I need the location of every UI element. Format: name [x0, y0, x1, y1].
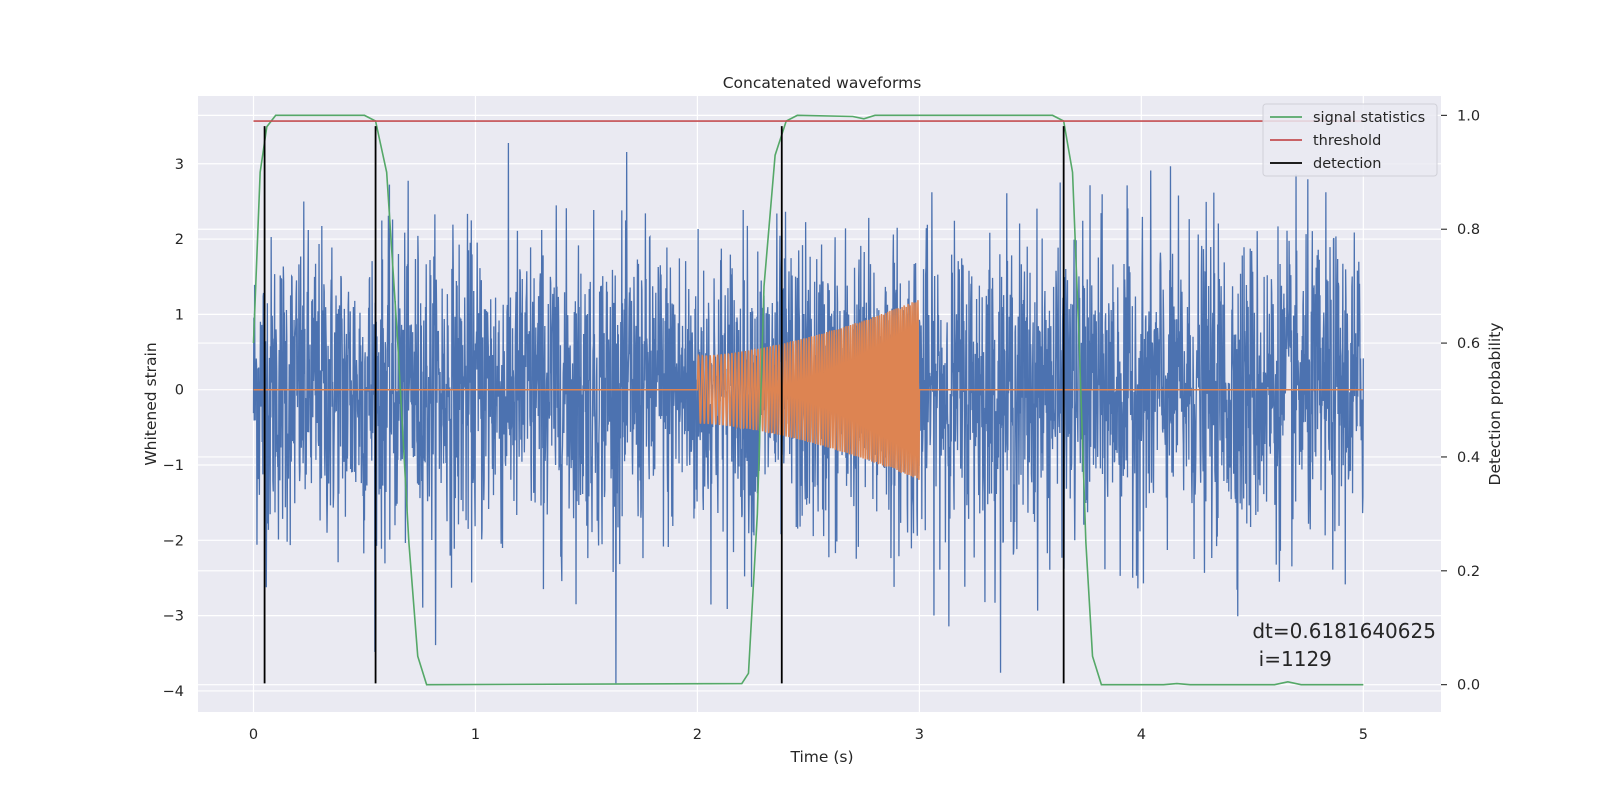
- detection-lines: [263, 126, 1065, 684]
- x-tick-label: 3: [915, 727, 924, 743]
- legend-label-signal-statistics: signal statistics: [1313, 110, 1425, 126]
- y-tick-label: −1: [163, 458, 184, 474]
- annotation: dt=0.6181640625 i=1129: [1252, 619, 1436, 671]
- y-axis-label: Whitened strain: [142, 342, 160, 465]
- y-tick-label: 2: [175, 232, 184, 248]
- y-tick-label: −4: [163, 684, 184, 700]
- x-axis-ticks: 0 1 2 3 4 5: [249, 727, 1368, 743]
- y-tick-label: 0: [175, 383, 184, 399]
- y2-tick-label: 1.0: [1457, 108, 1480, 124]
- chart-title: Concatenated waveforms: [723, 74, 922, 92]
- y2-tick-label: 0.0: [1457, 678, 1480, 694]
- injected-chirp-line: [253, 300, 1364, 480]
- legend-label-threshold: threshold: [1313, 133, 1381, 149]
- x-tick-label: 2: [693, 727, 702, 743]
- y2-tick-label: 0.4: [1457, 450, 1480, 466]
- x-tick-label: 1: [471, 727, 480, 743]
- annotation-i: i=1129: [1252, 647, 1332, 671]
- x-tick-label: 0: [249, 727, 258, 743]
- y-tick-label: −3: [163, 609, 184, 625]
- whitened-strain-noise-line: [252, 143, 1364, 684]
- y2-axis-label: Detection probability: [1486, 323, 1504, 486]
- y2-tick-label: 0.2: [1457, 564, 1480, 580]
- y-tick-label: 1: [175, 307, 184, 323]
- x-tick-label: 5: [1359, 727, 1368, 743]
- plot-area: [252, 114, 1364, 686]
- y2-tick-label: 0.6: [1457, 336, 1480, 352]
- legend: signal statistics threshold detection: [1262, 103, 1438, 177]
- legend-box: [1262, 103, 1438, 177]
- signal-statistics-line: [252, 114, 1364, 686]
- y-tick-label: 3: [175, 157, 184, 173]
- y2-axis-ticks: 0.0 0.2 0.4 0.6 0.8 1.0: [1441, 108, 1480, 694]
- y-axis-ticks: −4 −3 −2 −1 0 1 2 3: [163, 157, 184, 700]
- y2-tick-label: 0.8: [1457, 222, 1480, 238]
- y-tick-label: −2: [163, 533, 184, 549]
- legend-label-detection: detection: [1313, 156, 1381, 172]
- x-axis-label: Time (s): [789, 748, 853, 766]
- annotation-dt: dt=0.6181640625: [1252, 619, 1436, 643]
- x-tick-label: 4: [1137, 727, 1146, 743]
